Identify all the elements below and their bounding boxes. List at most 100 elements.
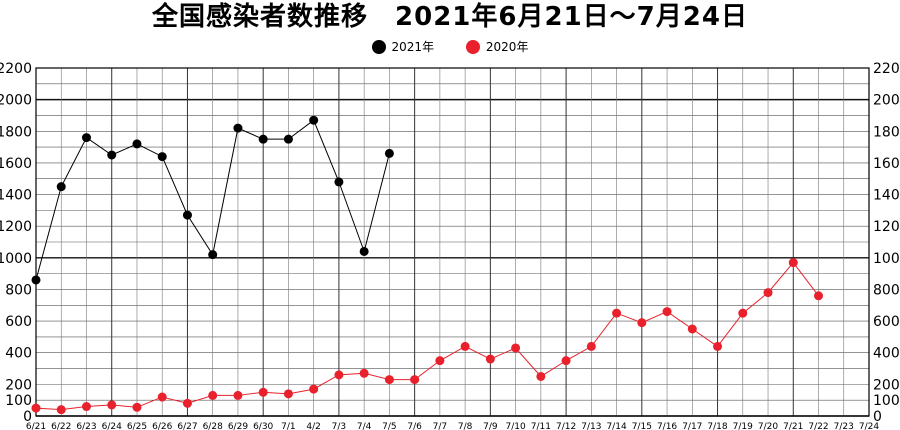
- x-tick-label: 6/24: [102, 422, 122, 430]
- data-point-2020: [107, 400, 117, 410]
- data-point-2021: [81, 133, 91, 143]
- y-tick-label-right: 400: [873, 346, 900, 362]
- x-tick-label: 6/23: [76, 422, 96, 430]
- data-point-2021: [157, 152, 167, 162]
- x-tick-label: 7/19: [733, 422, 753, 430]
- data-point-2020: [157, 392, 167, 402]
- legend-label-2020: 2020年: [485, 40, 529, 54]
- data-point-2020: [662, 307, 672, 317]
- data-point-2020: [435, 356, 445, 366]
- data-point-2020: [561, 356, 571, 366]
- y-tick-label-right: 600: [873, 314, 900, 330]
- data-point-2020: [637, 318, 647, 328]
- x-tick-label: 7/9: [483, 422, 498, 430]
- data-point-2020: [612, 308, 622, 318]
- y-tick-label-left: 1800: [0, 124, 32, 140]
- x-tick-label: 6/26: [152, 422, 172, 430]
- data-point-2020: [536, 371, 546, 381]
- x-tick-label: 6/29: [228, 422, 248, 430]
- data-point-2020: [687, 324, 697, 334]
- data-point-2020: [410, 375, 420, 385]
- y-tick-label-left: 200: [5, 377, 32, 393]
- x-tick-label: 7/16: [657, 422, 677, 430]
- data-point-2020: [586, 341, 596, 351]
- x-tick-label: 6/21: [26, 422, 46, 430]
- y-tick-label-left: 1600: [0, 156, 32, 172]
- x-tick-label: 7/4: [357, 422, 372, 430]
- x-tick-label: 7/23: [834, 422, 854, 430]
- data-point-2021: [132, 139, 142, 149]
- x-tick-label: 6/22: [51, 422, 71, 430]
- y-tick-label-right: 0: [873, 409, 882, 425]
- data-point-2020: [283, 389, 293, 399]
- x-tick-label: 7/7: [433, 422, 447, 430]
- x-tick-label: 7/5: [382, 422, 396, 430]
- data-point-2020: [31, 403, 41, 413]
- y-tick-label-left: 600: [5, 314, 32, 330]
- data-point-2021: [384, 148, 394, 158]
- x-tick-label: 7/15: [632, 422, 652, 430]
- y-tick-label-right: 1600: [873, 156, 900, 172]
- y-tick-label-right: 800: [873, 282, 900, 298]
- x-tick-label: 7/24: [859, 422, 879, 430]
- x-tick-label: 7/1: [281, 422, 295, 430]
- y-tick-label-left: 400: [5, 346, 32, 362]
- y-tick-label-left: 2200: [0, 61, 32, 77]
- plot-frame: [35, 67, 870, 417]
- data-point-2020: [788, 258, 798, 268]
- x-tick-label: 6/27: [177, 422, 197, 430]
- legend-item-2020: 2020年: [465, 38, 529, 55]
- y-tick-label-left: 800: [5, 282, 32, 298]
- y-tick-label-right: 1200: [873, 219, 900, 235]
- x-tick-label: 7/17: [682, 422, 702, 430]
- data-point-2021: [359, 246, 369, 256]
- x-tick-label: 7/20: [758, 422, 778, 430]
- data-point-2021: [56, 182, 66, 192]
- data-point-2020: [384, 375, 394, 385]
- data-point-2020: [56, 405, 66, 415]
- data-point-2021: [309, 115, 319, 125]
- y-tick-label-right: 200: [873, 377, 900, 393]
- x-tick-label: 6/28: [203, 422, 223, 430]
- series-line-2020: [35, 261, 819, 411]
- x-tick-label: 7/22: [808, 422, 828, 430]
- data-point-2020: [208, 390, 218, 400]
- data-point-2021: [334, 177, 344, 187]
- data-point-2020: [738, 308, 748, 318]
- x-tick-label: 7/11: [531, 422, 551, 430]
- x-tick-label: 7/12: [556, 422, 576, 430]
- data-point-2021: [31, 275, 41, 285]
- legend-item-2021: 2021年: [371, 38, 434, 55]
- y-tick-label-left: 1000: [0, 251, 32, 267]
- data-point-2021: [208, 250, 218, 260]
- legend-marker-2021: [371, 39, 386, 54]
- x-tick-label: 7/8: [458, 422, 473, 430]
- grid: [35, 67, 870, 417]
- y-tick-label-right: 2200: [873, 61, 900, 77]
- data-point-2020: [233, 390, 243, 400]
- data-point-2020: [132, 402, 142, 412]
- y-tick-label-right: 2000: [873, 93, 900, 109]
- data-point-2020: [359, 368, 369, 378]
- y-tick-label-left: 0: [23, 409, 32, 425]
- data-point-2020: [763, 288, 773, 298]
- y-tick-label-right: 1000: [873, 251, 900, 267]
- x-tick-label: 7/18: [707, 422, 727, 430]
- data-point-2020: [258, 387, 268, 397]
- data-point-2020: [713, 341, 723, 351]
- data-point-2020: [182, 398, 192, 408]
- y-tick-label-right: 100: [873, 393, 900, 409]
- data-point-2020: [334, 370, 344, 380]
- x-tick-label: 7/13: [581, 422, 601, 430]
- x-tick-label: 7/3: [332, 422, 346, 430]
- data-point-2021: [283, 134, 293, 144]
- chart-title: 全国感染者数推移 2021年6月21日～7月24日: [152, 2, 748, 32]
- y-tick-label-left: 100: [5, 393, 32, 409]
- data-point-2020: [485, 354, 495, 364]
- data-point-2020: [814, 291, 824, 301]
- data-point-2020: [309, 384, 319, 394]
- y-tick-label-right: 1400: [873, 188, 900, 204]
- y-tick-label-left: 1200: [0, 219, 32, 235]
- y-tick-label-left: 2000: [0, 93, 32, 109]
